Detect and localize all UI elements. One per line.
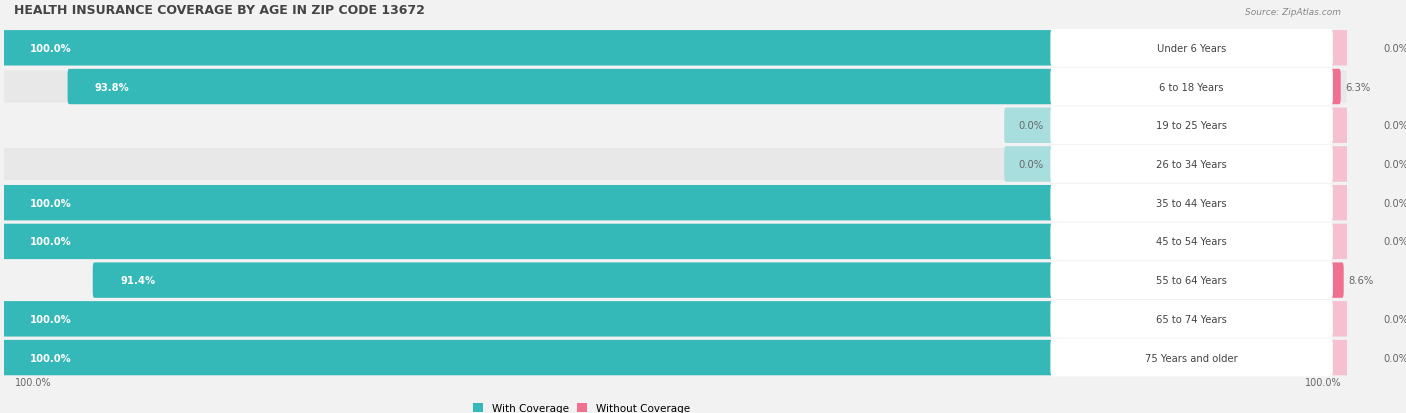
- FancyBboxPatch shape: [4, 110, 1347, 142]
- Text: 0.0%: 0.0%: [1384, 44, 1406, 54]
- Text: 0.0%: 0.0%: [1019, 159, 1045, 170]
- FancyBboxPatch shape: [4, 226, 1347, 258]
- FancyBboxPatch shape: [1330, 185, 1379, 221]
- Text: Under 6 Years: Under 6 Years: [1157, 44, 1226, 54]
- Text: 0.0%: 0.0%: [1019, 121, 1045, 131]
- FancyBboxPatch shape: [3, 224, 1053, 259]
- FancyBboxPatch shape: [1330, 301, 1379, 337]
- FancyBboxPatch shape: [1050, 223, 1333, 261]
- FancyBboxPatch shape: [4, 303, 1347, 335]
- Legend: With Coverage, Without Coverage: With Coverage, Without Coverage: [472, 403, 690, 413]
- FancyBboxPatch shape: [1330, 70, 1341, 105]
- Text: 6 to 18 Years: 6 to 18 Years: [1160, 82, 1223, 92]
- FancyBboxPatch shape: [1050, 69, 1333, 106]
- Text: 100.0%: 100.0%: [30, 314, 72, 324]
- FancyBboxPatch shape: [3, 31, 1053, 66]
- Text: 93.8%: 93.8%: [96, 82, 129, 92]
- Text: 26 to 34 Years: 26 to 34 Years: [1156, 159, 1227, 170]
- Text: HEALTH INSURANCE COVERAGE BY AGE IN ZIP CODE 13672: HEALTH INSURANCE COVERAGE BY AGE IN ZIP …: [14, 4, 426, 17]
- FancyBboxPatch shape: [3, 340, 1053, 375]
- FancyBboxPatch shape: [1330, 263, 1344, 298]
- Text: 0.0%: 0.0%: [1384, 121, 1406, 131]
- Text: 65 to 74 Years: 65 to 74 Years: [1156, 314, 1227, 324]
- Text: 6.3%: 6.3%: [1346, 82, 1371, 92]
- FancyBboxPatch shape: [1050, 261, 1333, 299]
- Text: 35 to 44 Years: 35 to 44 Years: [1156, 198, 1227, 208]
- FancyBboxPatch shape: [4, 149, 1347, 180]
- FancyBboxPatch shape: [4, 264, 1347, 297]
- Text: 19 to 25 Years: 19 to 25 Years: [1156, 121, 1227, 131]
- FancyBboxPatch shape: [3, 301, 1053, 337]
- FancyBboxPatch shape: [4, 71, 1347, 103]
- Text: 0.0%: 0.0%: [1384, 198, 1406, 208]
- FancyBboxPatch shape: [1004, 147, 1053, 182]
- FancyBboxPatch shape: [1050, 184, 1333, 222]
- FancyBboxPatch shape: [67, 70, 1053, 105]
- Text: 55 to 64 Years: 55 to 64 Years: [1156, 275, 1227, 285]
- Text: 45 to 54 Years: 45 to 54 Years: [1156, 237, 1227, 247]
- Text: 100.0%: 100.0%: [30, 44, 72, 54]
- Text: 0.0%: 0.0%: [1384, 314, 1406, 324]
- FancyBboxPatch shape: [4, 33, 1347, 65]
- FancyBboxPatch shape: [1004, 108, 1053, 144]
- Text: 0.0%: 0.0%: [1384, 237, 1406, 247]
- FancyBboxPatch shape: [1050, 339, 1333, 377]
- Text: 100.0%: 100.0%: [30, 198, 72, 208]
- Text: 8.6%: 8.6%: [1348, 275, 1374, 285]
- Text: 0.0%: 0.0%: [1384, 353, 1406, 363]
- Text: 100.0%: 100.0%: [1305, 377, 1341, 387]
- FancyBboxPatch shape: [1330, 147, 1379, 182]
- FancyBboxPatch shape: [1330, 108, 1379, 144]
- FancyBboxPatch shape: [1050, 300, 1333, 338]
- FancyBboxPatch shape: [1330, 224, 1379, 259]
- FancyBboxPatch shape: [1330, 340, 1379, 375]
- Text: 100.0%: 100.0%: [30, 237, 72, 247]
- FancyBboxPatch shape: [1050, 146, 1333, 183]
- Text: 100.0%: 100.0%: [14, 377, 51, 387]
- FancyBboxPatch shape: [1050, 30, 1333, 67]
- Text: 75 Years and older: 75 Years and older: [1146, 353, 1239, 363]
- FancyBboxPatch shape: [3, 185, 1053, 221]
- Text: 91.4%: 91.4%: [120, 275, 155, 285]
- Text: 100.0%: 100.0%: [30, 353, 72, 363]
- Text: 0.0%: 0.0%: [1384, 159, 1406, 170]
- FancyBboxPatch shape: [4, 342, 1347, 374]
- Text: Source: ZipAtlas.com: Source: ZipAtlas.com: [1246, 8, 1341, 17]
- FancyBboxPatch shape: [4, 187, 1347, 219]
- FancyBboxPatch shape: [1050, 107, 1333, 145]
- FancyBboxPatch shape: [1330, 31, 1379, 66]
- FancyBboxPatch shape: [93, 263, 1053, 298]
